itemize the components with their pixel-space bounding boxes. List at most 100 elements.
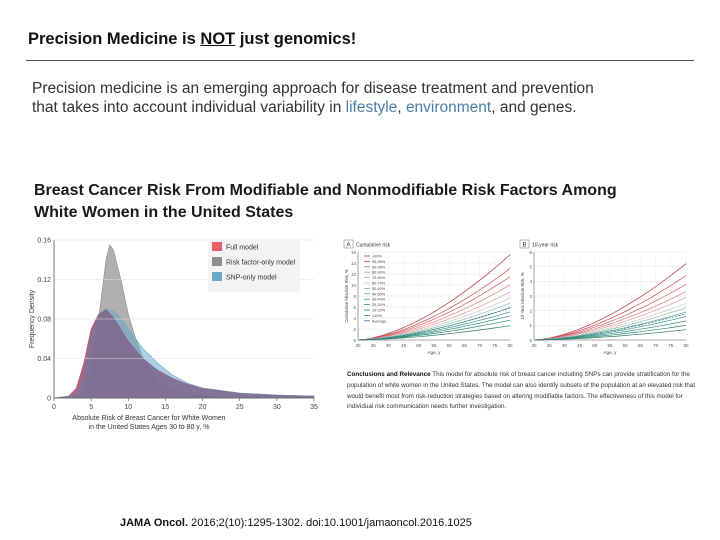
legend-swatch: [212, 257, 222, 266]
citation: JAMA Oncol. 2016;2(10):1295-1302. doi:10…: [120, 517, 472, 529]
legend-label: <10%: [372, 314, 382, 318]
y-tick-label: 3: [529, 294, 532, 299]
x-tick-label: 10: [124, 404, 132, 411]
x-tick-label: 25: [236, 404, 244, 411]
legend-swatch: [212, 272, 222, 281]
y-tick-label: 10: [351, 283, 357, 288]
panel-letter: B: [522, 243, 526, 249]
highlight-environment: environment: [405, 99, 492, 116]
citation-journal: JAMA Oncol.: [120, 517, 189, 529]
risk-curve: [357, 268, 511, 341]
panel-title: Cumulative risk: [356, 243, 391, 249]
x-tick-label: 35: [371, 343, 377, 348]
title-divider: [26, 60, 694, 61]
x-tick-label: 75: [668, 343, 674, 348]
legend-label: SNP-only model: [226, 275, 277, 282]
x-tick-label: 35: [310, 404, 318, 411]
x-tick-label: 70: [477, 343, 483, 348]
legend-label: 60-70%: [372, 282, 386, 286]
x-axis-label: Age, y: [604, 350, 618, 355]
density-legend: Full model Risk factor-only model SNP-only…: [208, 240, 300, 292]
risk-curve: [533, 275, 687, 341]
intro-line-2: that takes into account individual varia…: [32, 99, 577, 116]
x-tick-label: 30: [531, 343, 537, 348]
density-chart: 0 0.04 0.08 0.12 0.16 0 5 10 15 20 25 30 35 Absolute …: [29, 238, 318, 432]
highlight-lifestyle: lifestyle: [345, 99, 398, 116]
y-tick-label: 4: [529, 279, 532, 284]
slide-title: Precision Medicine is NOT just genomics!: [28, 30, 357, 48]
y-tick-label: 0.16: [37, 238, 51, 245]
panel-letter: A: [346, 243, 350, 249]
risk-curve: [533, 283, 687, 341]
density-area-snp-only-model: [53, 308, 315, 399]
y-tick-label: 14: [351, 261, 357, 266]
conclusions-label: Conclusions and Relevance: [347, 371, 431, 378]
panel-letter-box: [519, 239, 530, 249]
legend-swatch: [212, 242, 222, 251]
intro-line-1: Precision medicine is an emerging approa…: [32, 80, 594, 97]
figure-heading: Breast Cancer Risk From Modifiable and N…: [34, 182, 617, 221]
density-overlap: [54, 309, 314, 398]
x-axis-label-2: in the United States Ages 30 to 80 y, %: [89, 424, 210, 431]
legend-label: >99%: [372, 255, 382, 259]
x-tick-label: 35: [547, 343, 553, 348]
y-tick-label: 4: [353, 316, 356, 321]
risk-curve: [533, 291, 687, 341]
y-tick-label: 12: [351, 272, 357, 277]
legend-label: 40-50%: [372, 292, 386, 296]
legend-label: 50-60%: [372, 287, 386, 291]
y-tick-label: 2: [529, 308, 532, 313]
legend-label: 20-30%: [372, 303, 386, 307]
x-tick-label: 60: [447, 343, 453, 348]
x-tick-label: 65: [462, 343, 468, 348]
risk-curve: [533, 329, 687, 341]
y-tick-label: 6: [529, 250, 532, 255]
y-tick-label: 2: [353, 327, 356, 332]
legend-label: 95-99%: [372, 260, 386, 264]
x-tick-label: 60: [623, 343, 629, 348]
legend-label: 70-80%: [372, 276, 386, 280]
x-tick-label: 40: [562, 343, 568, 348]
x-tick-label: 30: [273, 404, 281, 411]
x-tick-label: 50: [416, 343, 422, 348]
x-axis-label: Absolute Risk of Breast Cancer for White…: [72, 415, 225, 422]
risk-curve: [533, 313, 687, 341]
y-tick-label: 0.04: [37, 356, 51, 363]
y-tick-label: 1: [529, 323, 532, 328]
y-axis-label: Cumulative Absolute Risk, %: [344, 269, 349, 323]
y-tick-label: 8: [353, 294, 356, 299]
risk-curve: [533, 263, 687, 341]
x-tick-label: 65: [638, 343, 644, 348]
title-emphasis: NOT: [200, 30, 236, 48]
x-tick-label: 55: [607, 343, 613, 348]
legend-label: Risk factor-only model: [226, 260, 296, 267]
y-tick-label: 0.12: [37, 277, 51, 284]
legend-box: [208, 240, 300, 292]
intro-paragraph: Precision medicine is an emerging approa…: [32, 79, 692, 117]
x-tick-label: 30: [355, 343, 361, 348]
y-axis-label: Frequency Density: [29, 289, 36, 348]
risk-curve: [357, 284, 511, 341]
x-tick-label: 5: [89, 404, 93, 411]
x-tick-label: 80: [507, 343, 513, 348]
legend-label: 90-95%: [372, 265, 386, 269]
x-tick-label: 20: [199, 404, 207, 411]
x-tick-label: 50: [592, 343, 598, 348]
x-tick-label: 70: [653, 343, 659, 348]
legend-label: Average: [372, 319, 386, 323]
x-tick-label: 80: [683, 343, 689, 348]
conclusions-text: Conclusions and Relevance This model for…: [347, 371, 696, 411]
x-axis-label: Age, y: [428, 350, 442, 355]
legend-label: Full model: [226, 245, 259, 252]
risk-curve: [357, 307, 511, 341]
x-tick-label: 75: [492, 343, 498, 348]
x-tick-label: 40: [386, 343, 392, 348]
risk-curve: [357, 325, 511, 341]
density-plot-area: [53, 244, 315, 399]
legend-label: 30-40%: [372, 298, 386, 302]
y-tick-label: 6: [353, 305, 356, 310]
legend-label: 80-90%: [372, 271, 386, 275]
x-tick-label: 45: [401, 343, 407, 348]
